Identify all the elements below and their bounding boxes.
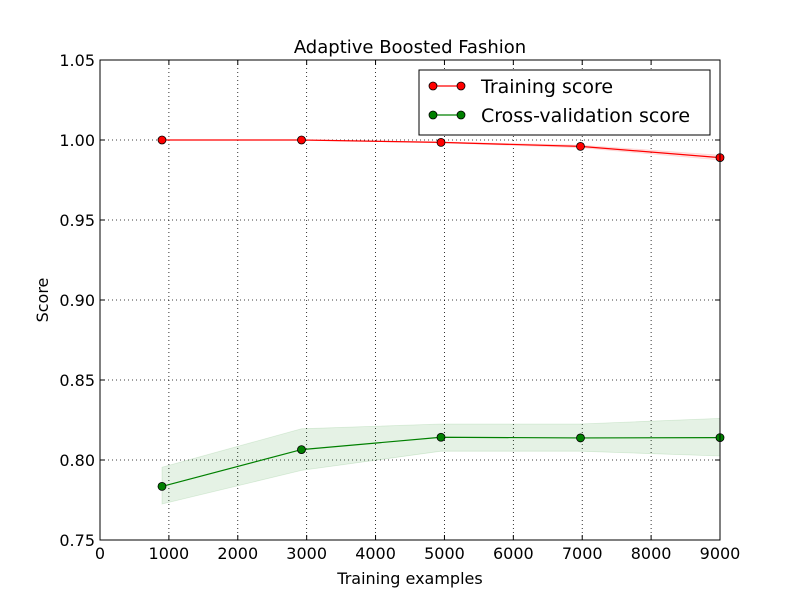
training-score-point (297, 135, 306, 145)
series-markers (157, 135, 725, 491)
training-score-point (436, 137, 446, 147)
y-axis-label: Score (33, 278, 52, 323)
tick-labels: 0 1000 2000 3000 4000 5000 6000 7000 8000 9000 0.7… (59, 51, 740, 563)
x-tick-label: 7000 (562, 544, 603, 563)
x-tick-label: 6000 (493, 544, 534, 563)
legend-box (418, 69, 711, 136)
legend: Training score Cross-validation score (418, 69, 711, 136)
x-tick-label: 5000 (424, 544, 465, 563)
y-tick-label: 0.75 (59, 531, 95, 550)
x-tick-label: 4000 (355, 544, 396, 563)
x-tick-label: 2000 (217, 544, 258, 563)
y-tick-label: 0.95 (59, 211, 95, 230)
legend-cv-marker (428, 110, 438, 120)
y-tick-label: 0.85 (59, 371, 95, 390)
x-tick-label: 3000 (286, 544, 327, 563)
cv-score-point (297, 445, 306, 455)
x-tick-label: 0 (95, 544, 105, 563)
y-tick-label: 1.05 (59, 51, 95, 70)
confidence-bands (161, 139, 721, 505)
chart-title: Adaptive Boosted Fashion (294, 37, 526, 58)
cv-score-point (436, 432, 446, 442)
legend-cv-label: Cross-validation score (481, 105, 690, 127)
axis-ticks (99, 59, 721, 541)
cv-score-band (161, 417, 721, 505)
training-score-point (157, 135, 167, 145)
legend-cv-marker (456, 110, 466, 120)
legend-training-marker (428, 81, 438, 91)
cv-score-point (576, 433, 585, 443)
cv-score-point (157, 481, 167, 491)
y-tick-label: 0.80 (59, 451, 95, 470)
x-tick-label: 9000 (700, 544, 741, 563)
x-tick-label: 1000 (149, 544, 190, 563)
x-axis-label: Training examples (336, 569, 482, 588)
y-tick-label: 1.00 (59, 131, 95, 150)
legend-training-marker (456, 81, 466, 91)
y-tick-label: 0.90 (59, 291, 95, 310)
x-tick-label: 8000 (631, 544, 672, 563)
training-score-point (576, 141, 585, 151)
legend-training-label: Training score (480, 76, 613, 98)
